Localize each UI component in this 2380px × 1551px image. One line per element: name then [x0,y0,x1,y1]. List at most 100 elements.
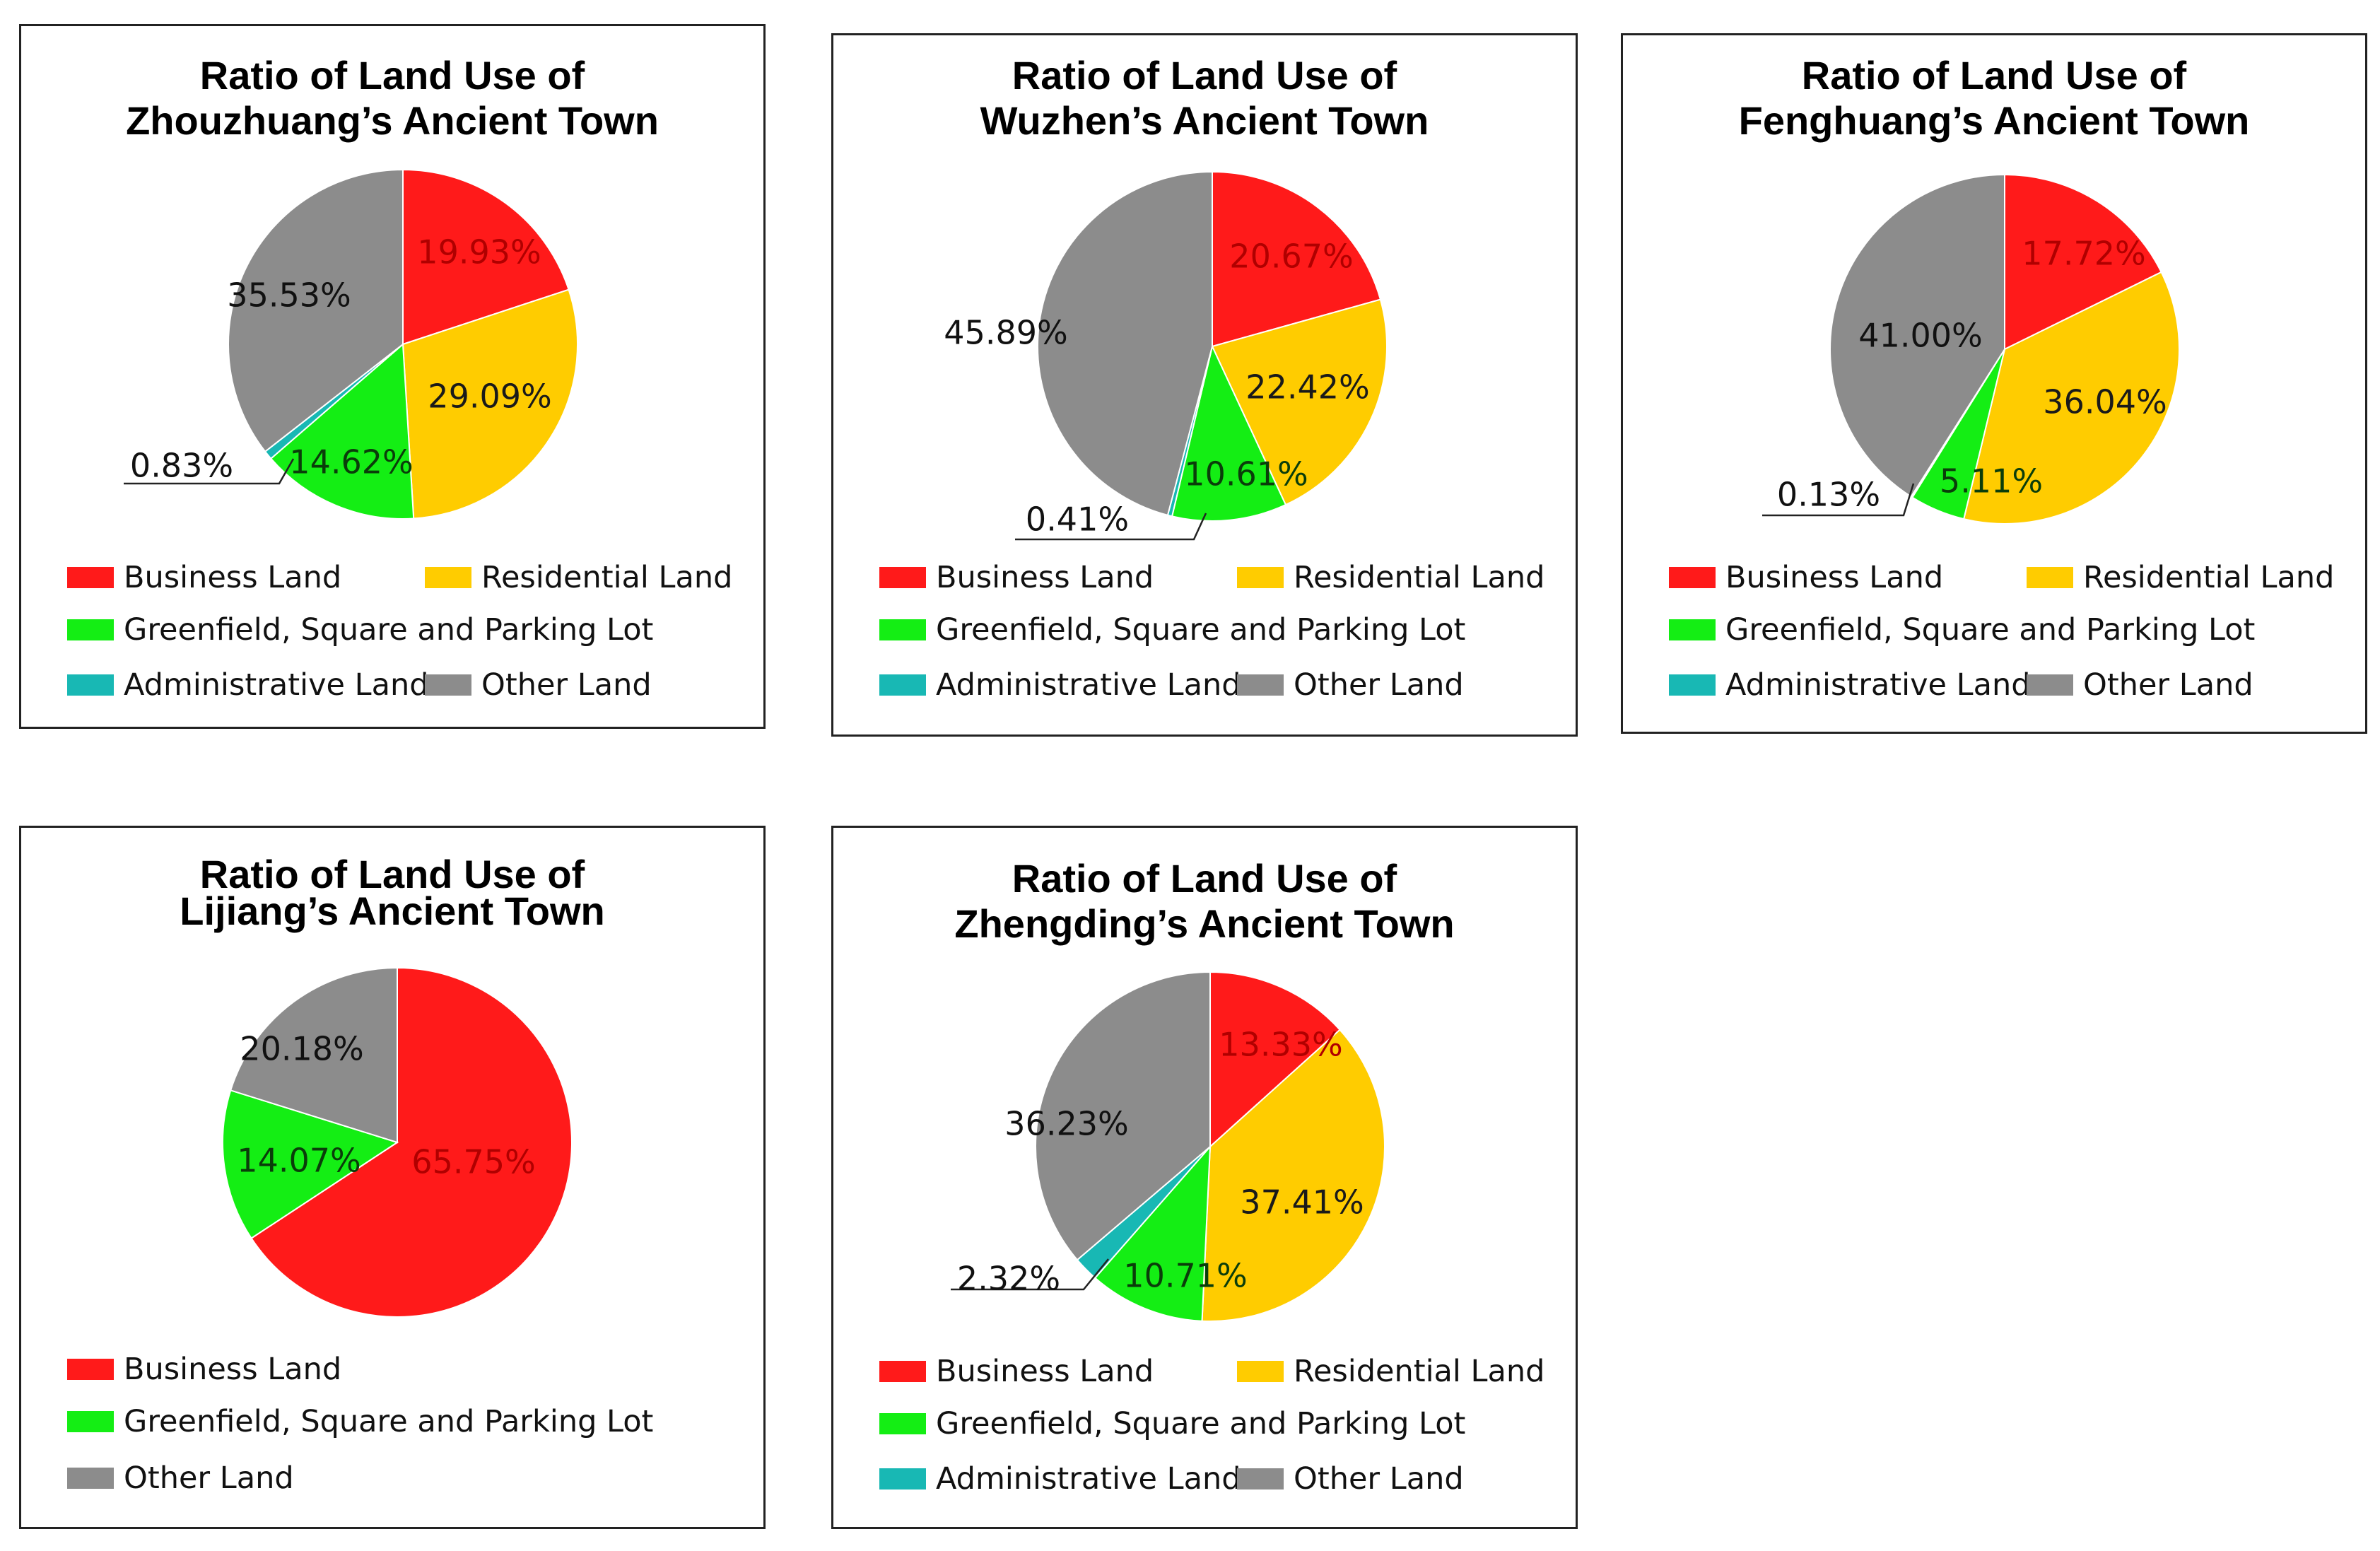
chart-panel-lijiang: Ratio of Land Use of Lijiang’s Ancient T… [19,826,766,1529]
pie-slice-other [228,168,404,453]
data-label-green: 14.62% [289,443,413,481]
legend-swatch-green [67,619,114,640]
chart-title: Ratio of Land Use of Wuzhen’s Ancient To… [833,53,1576,144]
legend-item-green: Greenfield, Square and Parking Lot [67,610,653,650]
data-label-business: 19.93% [417,233,541,271]
chart-title-line1: Ratio of Land Use of [1801,53,2187,98]
legend-swatch-admin [879,1468,926,1489]
chart-panel-wuzhen: Ratio of Land Use of Wuzhen’s Ancient To… [831,33,1578,737]
pie-chart: 17.72% 36.04% 5.11% 0.13% 41.00% [1762,173,2180,525]
pie-slice-residential [401,288,578,520]
legend-item-business: Business Land [1669,558,1943,597]
chart-title-line1: Ratio of Land Use of [1012,53,1397,98]
data-label-green: 10.71% [1123,1257,1247,1295]
legend-swatch-admin [67,674,114,696]
chart-title-line2: Fenghuang’s Ancient Town [1738,98,2250,143]
legend-swatch-admin [1669,674,1716,696]
data-label-other: 41.00% [1858,317,1982,355]
legend-item-residential: Residential Land [1237,1352,1544,1391]
legend-swatch-green [1669,619,1716,640]
pie-slice-business [2004,173,2162,351]
pie-chart: 19.93% 29.09% 14.62% 0.83% 35.53% [124,168,578,520]
data-label-green: 10.61% [1184,455,1308,493]
pie-slice-residential [1962,271,2180,525]
data-label-admin: 0.13% [1777,476,1880,514]
legend-swatch-green [879,619,926,640]
legend-item-green: Greenfield, Square and Parking Lot [67,1402,653,1441]
data-label-business: 20.67% [1229,238,1353,276]
chart-title: Ratio of Land Use of Fenghuang’s Ancient… [1623,53,2365,144]
legend-swatch-residential [425,566,471,588]
legend-item-residential: Residential Land [1237,558,1544,597]
legend-swatch-other [425,674,471,696]
data-label-business: 65.75% [411,1143,535,1181]
legend-swatch-other [1237,1468,1284,1489]
legend-item-business: Business Land [879,558,1154,597]
legend-item-admin: Administrative Land [879,1459,1241,1499]
leader-line [1762,483,1915,517]
data-label-other: 20.18% [240,1030,363,1068]
legend-item-admin: Administrative Land [1669,665,2031,705]
pie-slice-business [1212,170,1382,348]
data-label-admin: 0.41% [1026,501,1129,539]
data-label-green: 14.07% [237,1142,360,1180]
legend-swatch-business [879,1360,926,1382]
legend-swatch-green [67,1410,114,1432]
chart-title: Ratio of Land Use of Lijiang’s Ancient T… [21,855,763,931]
chart-title-line2: Zhengding’s Ancient Town [954,901,1455,946]
legend-swatch-residential [1237,566,1284,588]
legend-swatch-business [879,566,926,588]
legend-swatch-admin [879,674,926,696]
legend-swatch-residential [2027,566,2073,588]
legend-item-green: Greenfield, Square and Parking Lot [879,1404,1465,1444]
legend-swatch-business [67,1358,114,1380]
chart-title-line2: Zhouzhuang’s Ancient Town [126,98,659,143]
legend-swatch-business [1669,566,1716,588]
data-label-other: 45.89% [944,314,1067,352]
pie-slice-business [402,168,570,346]
legend-swatch-business [67,566,114,588]
legend-item-other: Other Land [67,1458,294,1498]
pie-slice-green [1094,1145,1212,1322]
pie-chart: 13.33% 37.41% 10.71% 2.32% 36.23% [951,971,1385,1322]
legend-item-other: Other Land [425,665,652,705]
pie-slice-green [222,1089,399,1239]
chart-panel-fenghuang: Ratio of Land Use of Fenghuang’s Ancient… [1621,33,2367,734]
data-label-other: 35.53% [227,276,351,315]
legend-swatch-green [879,1412,926,1434]
pie-slice-business [1209,971,1341,1149]
data-label-residential: 22.42% [1245,368,1369,406]
data-label-business: 17.72% [2022,235,2145,273]
chart-title-line1: Ratio of Land Use of [199,53,585,98]
legend-swatch-other [2027,674,2073,696]
pie-slice-other [1037,170,1213,517]
pie-slice-residential [1201,1029,1385,1322]
legend-item-admin: Administrative Land [879,665,1241,705]
pie-chart: 65.75% 14.07% 20.18% [222,966,573,1318]
pie-slice-other [1829,173,2005,498]
data-label-residential: 37.41% [1240,1183,1364,1222]
leader-line [951,1258,1109,1291]
legend-swatch-other [67,1467,114,1489]
data-label-green: 5.11% [1940,462,2043,501]
data-label-admin: 2.32% [957,1260,1060,1298]
pie-chart: 20.67% 22.42% 10.61% 0.41% 45.89% [944,170,1388,541]
chart-title-line1: Ratio of Land Use of [1012,856,1397,901]
pie-slice-business [250,966,573,1318]
pie-slice-other [1035,971,1211,1261]
legend-item-other: Other Land [1237,665,1464,705]
pie-slice-other [229,966,398,1144]
legend-item-business: Business Land [67,1350,341,1389]
legend-item-other: Other Land [2027,665,2253,705]
data-label-business: 13.33% [1219,1026,1342,1064]
legend-item-green: Greenfield, Square and Parking Lot [1669,610,2255,650]
data-label-other: 36.23% [1004,1105,1128,1143]
pie-slice-residential [1211,298,1388,506]
data-label-admin: 0.83% [130,447,233,485]
legend-item-residential: Residential Land [2027,558,2334,597]
legend-item-admin: Administrative Land [67,665,429,705]
legend-item-business: Business Land [879,1352,1154,1391]
legend-item-green: Greenfield, Square and Parking Lot [879,610,1465,650]
chart-title-line2: Wuzhen’s Ancient Town [980,98,1429,143]
legend-item-residential: Residential Land [425,558,732,597]
